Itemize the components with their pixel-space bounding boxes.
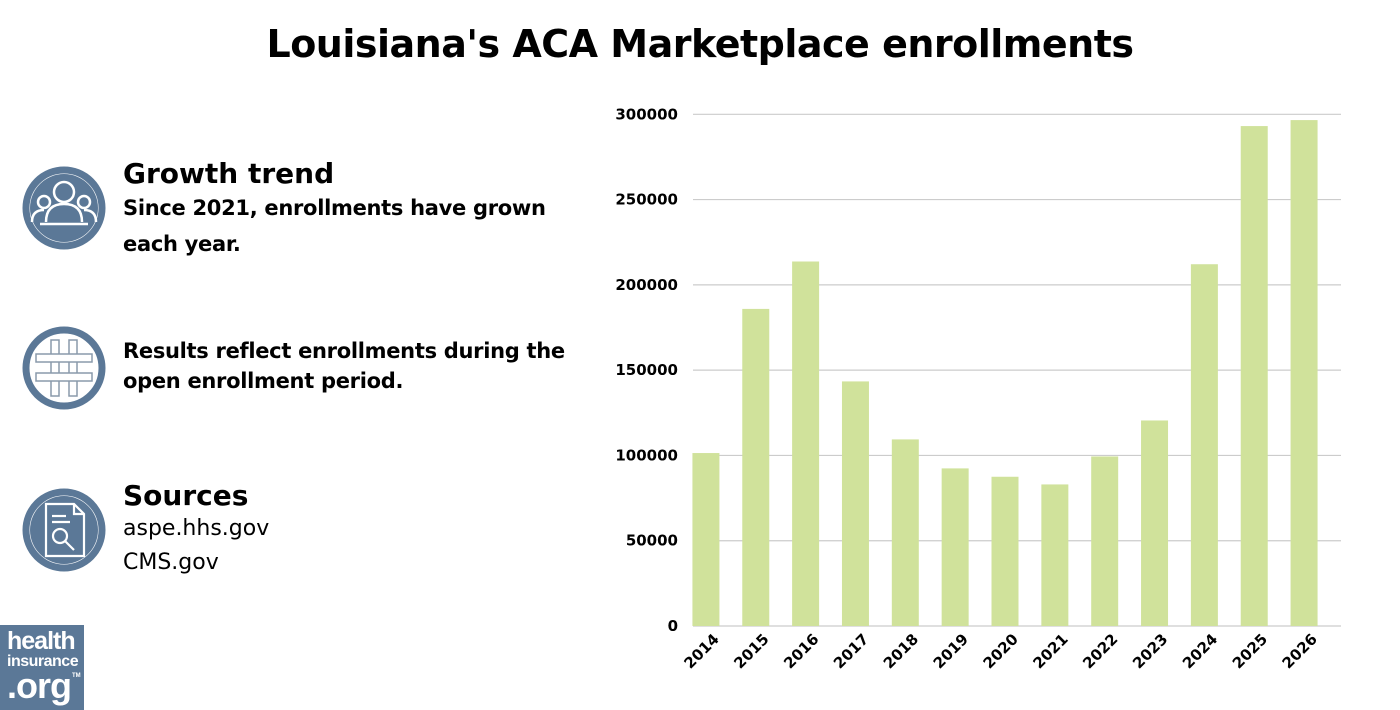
x-tick-label: 2022	[1079, 630, 1121, 672]
bar-2014	[692, 453, 720, 626]
note-text: Since 2021, enrollments have grown	[123, 196, 546, 220]
x-tick-label: 2023	[1129, 630, 1171, 672]
bar-2020	[991, 476, 1019, 626]
x-tick-label: 2025	[1229, 630, 1271, 672]
y-tick-label: 300000	[615, 105, 678, 123]
x-tick-label: 2021	[1029, 630, 1071, 672]
hashtag-icon	[22, 326, 106, 410]
x-tick-label: 2019	[930, 630, 972, 672]
healthinsurance-org-logo: health insurance .org TM	[0, 625, 84, 710]
note-sources: Sources aspe.hhs.gov CMS.gov	[123, 480, 269, 580]
bar-2015	[742, 308, 770, 626]
bar-2021	[1041, 484, 1069, 626]
x-tick-label: 2020	[980, 630, 1022, 672]
note-heading: Growth trend	[123, 157, 335, 190]
note-text: open enrollment period.	[123, 369, 404, 393]
bar-2026	[1290, 120, 1318, 626]
bar-2024	[1190, 264, 1218, 626]
logo-text: .org	[7, 665, 72, 706]
note-text: each year.	[123, 232, 241, 256]
bar-2022	[1091, 456, 1119, 626]
bar-2025	[1240, 126, 1268, 627]
note-growth-trend: Growth trend Since 2021, enrollments hav…	[123, 158, 546, 262]
document-search-icon	[22, 488, 106, 572]
y-tick-label: 250000	[615, 191, 678, 209]
source-link[interactable]: aspe.hhs.gov	[123, 516, 270, 541]
x-tick-label: 2015	[730, 630, 772, 672]
source-link[interactable]: CMS.gov	[123, 550, 219, 575]
logo-text: health	[7, 627, 76, 655]
x-tick-label: 2017	[830, 630, 872, 672]
bar-2019	[941, 468, 969, 626]
x-tick-label: 2016	[780, 630, 822, 672]
logo-text: insurance	[7, 653, 79, 670]
y-tick-label: 0	[668, 617, 678, 635]
bar-2018	[891, 439, 919, 626]
chart-title: Louisiana's ACA Marketplace enrollments	[266, 22, 1134, 66]
x-tick-label: 2026	[1279, 630, 1321, 672]
logo-text: TM	[72, 673, 81, 679]
people-group-icon	[22, 166, 106, 250]
y-tick-label: 150000	[615, 361, 678, 379]
note-period: Results reflect enrollments during the o…	[123, 336, 565, 396]
x-tick-label: 2014	[681, 630, 723, 672]
y-tick-label: 200000	[615, 276, 678, 294]
y-tick-label: 50000	[626, 532, 678, 550]
bar-2017	[841, 381, 869, 626]
note-text: Results reflect enrollments during the	[123, 339, 565, 363]
note-heading: Sources	[123, 479, 249, 512]
y-tick-label: 100000	[615, 446, 678, 464]
x-tick-label: 2024	[1179, 630, 1221, 672]
bar-2023	[1141, 420, 1169, 626]
bar-2016	[792, 261, 820, 626]
x-tick-label: 2018	[880, 630, 922, 672]
